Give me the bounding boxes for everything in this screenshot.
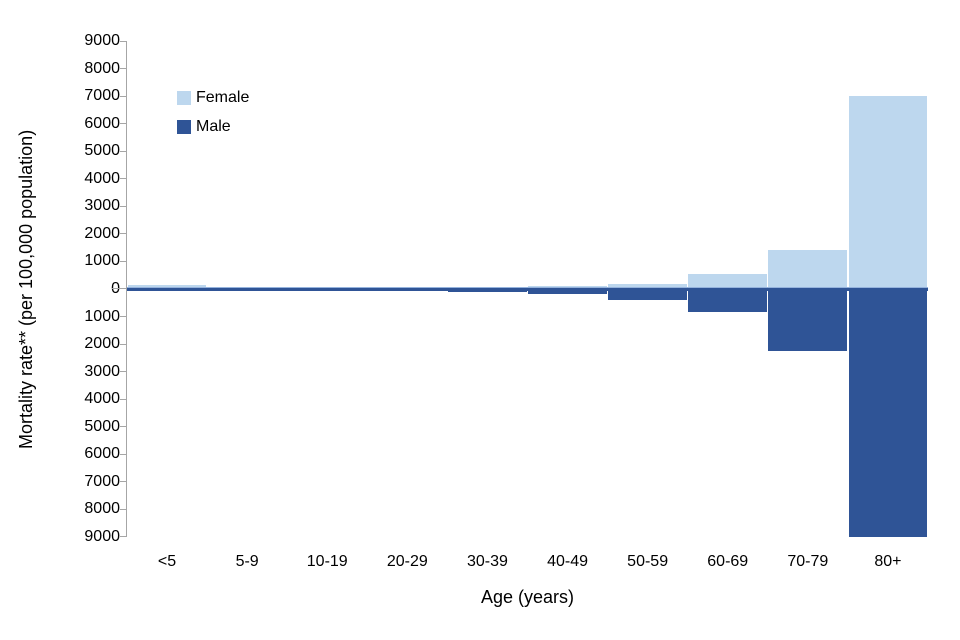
- y-tick-label-10: 1000: [84, 307, 120, 325]
- y-tick-mark-9: [112, 288, 127, 290]
- y-tick-mark-10: [120, 316, 127, 317]
- legend-item-female: Female: [177, 88, 249, 108]
- y-tick-label-6: 3000: [84, 197, 120, 215]
- x-tick-label-80: 80+: [874, 553, 902, 570]
- zero-axis-line: [127, 287, 928, 292]
- y-tick-label-8: 1000: [84, 252, 120, 270]
- x-tick-label-60-69: 60-69: [707, 553, 749, 570]
- y-tick-mark-4: [120, 150, 127, 152]
- y-tick-mark-8: [120, 260, 127, 262]
- y-tick-label-17: 8000: [84, 500, 120, 518]
- bar-female-50-59: [608, 283, 688, 289]
- x-tick-label-40-49: 40-49: [547, 553, 588, 570]
- bar-female-5: [127, 284, 207, 289]
- y-tick-mark-17: [120, 508, 127, 510]
- y-tick-mark-15: [120, 453, 127, 455]
- bar-female-40-49: [528, 285, 607, 289]
- x-axis-title: Age (years): [480, 587, 575, 607]
- x-tick-label-30-39: 30-39: [466, 553, 508, 570]
- y-tick-mark-1: [120, 68, 127, 70]
- y-tick-mark-11: [120, 343, 127, 345]
- y-tick-mark-14: [120, 426, 127, 428]
- y-tick-label-14: 5000: [84, 417, 120, 435]
- bar-female-70-79: [768, 250, 848, 289]
- male-series-swatch: [177, 120, 191, 134]
- x-tick-label-5: <5: [157, 553, 177, 570]
- y-tick-label-15: 6000: [84, 445, 120, 463]
- y-tick-mark-2: [120, 95, 127, 97]
- y-axis-title: Mortality rate** (per 100,000 population…: [16, 129, 36, 450]
- y-axis-line: [125, 41, 127, 537]
- y-tick-label-0: 9000: [84, 32, 120, 49]
- legend-label-male: Male: [196, 118, 231, 135]
- y-tick-label-13: 4000: [84, 390, 120, 408]
- x-tick-label-50-59: 50-59: [627, 553, 669, 570]
- y-tick-label-7: 2000: [84, 224, 120, 242]
- legend: Female Male: [177, 88, 249, 146]
- y-tick-label-11: 2000: [84, 335, 120, 353]
- bar-male-50-59: [608, 288, 688, 300]
- y-tick-label-16: 7000: [84, 472, 120, 490]
- y-tick-mark-12: [120, 371, 127, 373]
- bar-female-80: [848, 96, 928, 289]
- y-tick-label-4: 5000: [84, 142, 120, 160]
- y-tick-label-1: 8000: [84, 59, 120, 77]
- x-tick-label-20-29: 20-29: [386, 553, 428, 570]
- y-tick-label-18: 9000: [84, 527, 120, 545]
- x-tick-label-70-79: 70-79: [787, 553, 829, 570]
- y-tick-label-2: 7000: [84, 87, 120, 105]
- y-tick-mark-18: [120, 536, 127, 538]
- y-tick-mark-13: [120, 398, 127, 400]
- legend-label-female: Female: [196, 89, 250, 106]
- y-tick-label-5: 4000: [84, 169, 120, 187]
- bar-male-70-79: [768, 288, 848, 352]
- y-tick-mark-16: [120, 481, 127, 483]
- bar-male-60-69: [688, 288, 768, 313]
- bar-male-80: [848, 288, 928, 537]
- y-tick-mark-0: [120, 40, 127, 42]
- legend-item-male: Male: [177, 117, 249, 137]
- x-tick-label-10-19: 10-19: [306, 553, 348, 570]
- y-tick-mark-6: [120, 205, 127, 207]
- female-series-swatch: [177, 91, 191, 105]
- y-tick-mark-3: [120, 123, 127, 125]
- y-tick-label-12: 3000: [84, 362, 120, 380]
- y-tick-label-3: 6000: [84, 114, 120, 132]
- x-tick-label-5-9: 5-9: [235, 553, 259, 570]
- bar-female-60-69: [688, 273, 768, 289]
- y-tick-label-9: 0: [111, 279, 120, 297]
- y-tick-mark-7: [120, 233, 127, 235]
- y-tick-mark-5: [120, 178, 127, 180]
